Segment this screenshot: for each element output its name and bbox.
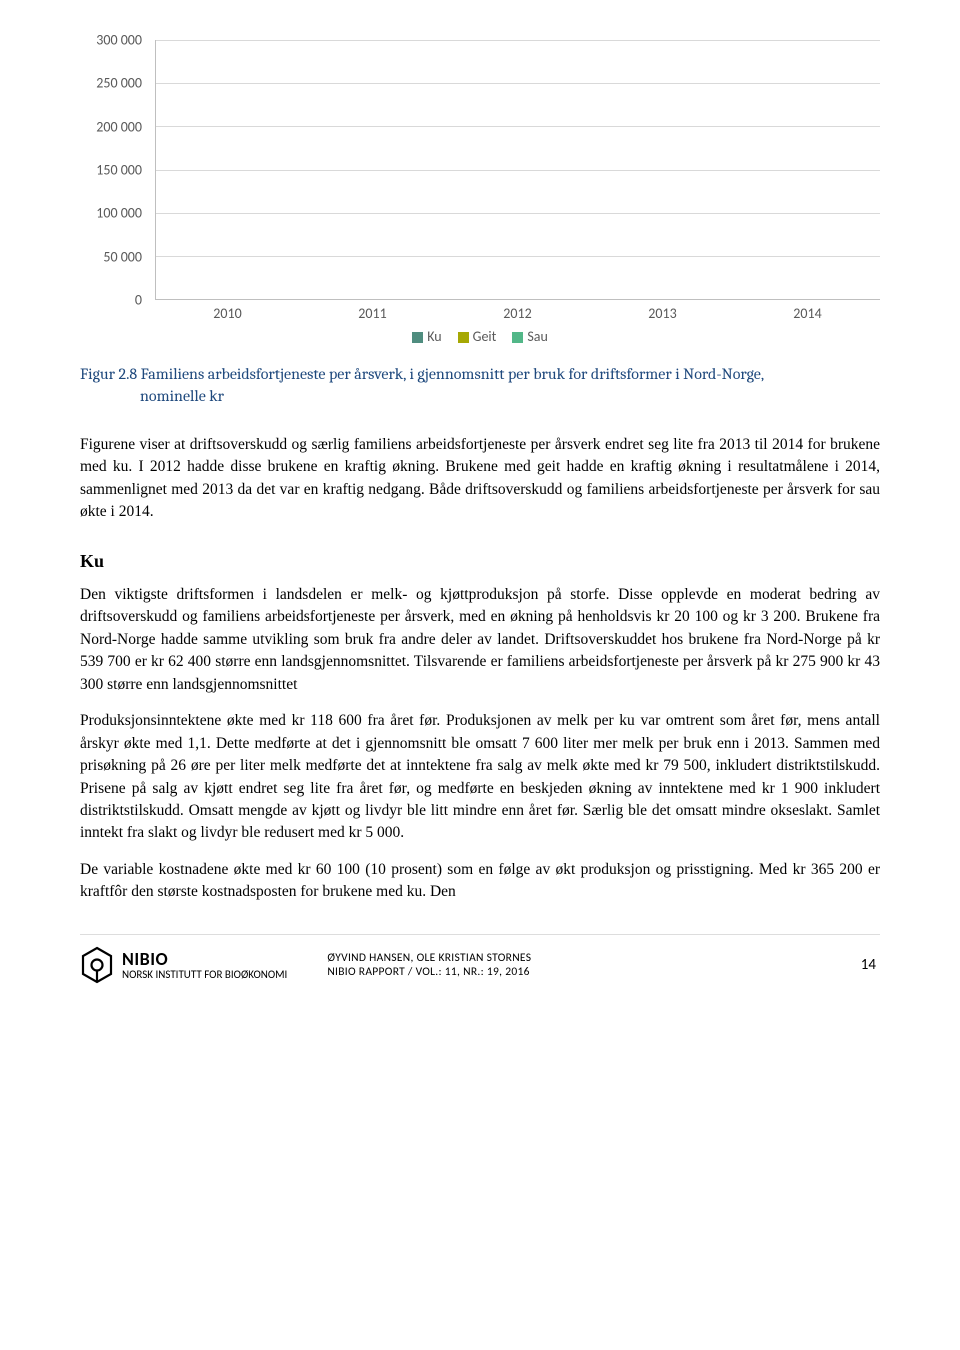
gridline <box>156 83 880 84</box>
y-tick-label: 300 000 <box>96 32 142 49</box>
footer-center: ØYVIND HANSEN, OLE KRISTIAN STORNES NIBI… <box>287 951 860 979</box>
gridline <box>156 40 880 41</box>
y-axis: 300 000250 000200 000150 000100 00050 00… <box>80 40 150 300</box>
x-tick-label: 2011 <box>331 305 415 322</box>
gridline <box>156 256 880 257</box>
y-tick-label: 200 000 <box>96 118 142 135</box>
footer-report: NIBIO RAPPORT / VOL.: 11, NR.: 19, 2016 <box>327 965 860 979</box>
page-number: 14 <box>861 956 880 974</box>
logo-icon <box>80 945 114 985</box>
plot-area <box>155 40 880 300</box>
section-heading-ku: Ku <box>80 548 880 574</box>
gridline <box>156 170 880 171</box>
page-footer: NIBIO NORSK INSTITUTT FOR BIOØKONOMI ØYV… <box>80 934 880 985</box>
x-axis-labels: 2010 2011 2012 2013 2014 <box>155 305 880 322</box>
footer-authors: ØYVIND HANSEN, OLE KRISTIAN STORNES <box>327 951 860 965</box>
x-tick-label: 2014 <box>766 305 850 322</box>
caption-line2: nominelle kr <box>80 387 224 405</box>
y-tick-label: 150 000 <box>96 162 142 179</box>
x-tick-label: 2012 <box>476 305 560 322</box>
logo: NIBIO NORSK INSTITUTT FOR BIOØKONOMI <box>80 945 287 985</box>
ku-paragraph-1: Den viktigste driftsformen i landsdelen … <box>80 584 880 696</box>
ku-paragraph-2: Produksjonsinntektene økte med kr 118 60… <box>80 710 880 845</box>
y-tick-label: 0 <box>135 292 142 309</box>
caption-prefix: Figur 2.8 <box>80 365 137 383</box>
caption-line1: Familiens arbeidsfortjeneste per årsverk… <box>137 365 764 383</box>
bar-chart: 300 000250 000200 000150 000100 00050 00… <box>80 40 880 350</box>
x-tick-label: 2010 <box>186 305 270 322</box>
y-tick-label: 250 000 <box>96 75 142 92</box>
y-tick-label: 100 000 <box>96 205 142 222</box>
logo-brand: NIBIO <box>122 950 287 969</box>
logo-subtitle: NORSK INSTITUTT FOR BIOØKONOMI <box>122 969 287 981</box>
y-tick-label: 50 000 <box>103 248 142 265</box>
x-tick-label: 2013 <box>621 305 705 322</box>
intro-paragraph: Figurene viser at driftsoverskudd og sær… <box>80 434 880 524</box>
gridline <box>156 213 880 214</box>
gridline <box>156 126 880 127</box>
figure-caption: Figur 2.8 Familiens arbeidsfortjeneste p… <box>80 363 880 408</box>
ku-paragraph-3: De variable kostnadene økte med kr 60 10… <box>80 859 880 904</box>
